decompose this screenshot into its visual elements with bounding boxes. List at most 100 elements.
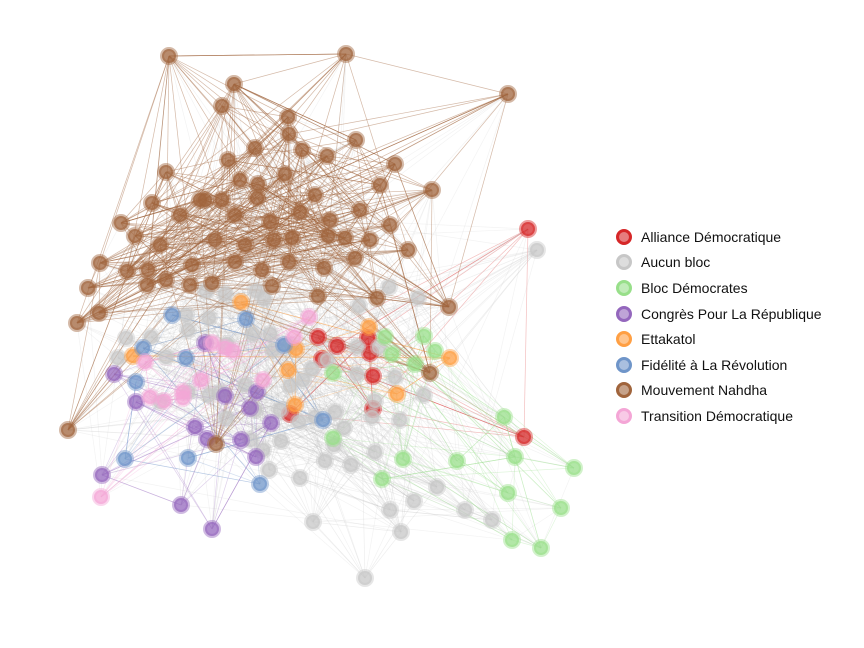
graph-node[interactable]	[356, 569, 374, 587]
graph-node[interactable]	[225, 75, 243, 93]
graph-node[interactable]	[177, 306, 195, 324]
graph-node[interactable]	[174, 383, 192, 401]
graph-node[interactable]	[262, 414, 280, 432]
graph-node[interactable]	[415, 327, 433, 345]
graph-node[interactable]	[142, 328, 160, 346]
graph-node[interactable]	[171, 206, 189, 224]
graph-node[interactable]	[231, 171, 249, 189]
graph-node[interactable]	[177, 349, 195, 367]
graph-node[interactable]	[506, 448, 524, 466]
graph-node[interactable]	[241, 399, 259, 417]
graph-node[interactable]	[290, 413, 308, 431]
graph-node[interactable]	[93, 466, 111, 484]
graph-node[interactable]	[316, 452, 334, 470]
graph-node[interactable]	[495, 408, 513, 426]
graph-node[interactable]	[109, 349, 127, 367]
graph-node[interactable]	[136, 353, 154, 371]
graph-node[interactable]	[272, 432, 290, 450]
graph-node[interactable]	[260, 461, 278, 479]
graph-node[interactable]	[388, 385, 406, 403]
graph-node[interactable]	[415, 386, 433, 404]
graph-node[interactable]	[203, 334, 221, 352]
graph-node[interactable]	[286, 396, 304, 414]
graph-node[interactable]	[528, 241, 546, 259]
graph-node[interactable]	[406, 355, 424, 373]
legend-item-bloc-democrates[interactable]: Bloc Démocrates	[616, 275, 822, 301]
graph-node[interactable]	[503, 531, 521, 549]
graph-node[interactable]	[151, 236, 169, 254]
graph-node[interactable]	[139, 261, 157, 279]
graph-node[interactable]	[309, 287, 327, 305]
graph-node[interactable]	[232, 431, 250, 449]
graph-node[interactable]	[134, 339, 152, 357]
graph-node[interactable]	[244, 325, 262, 343]
graph-node[interactable]	[279, 361, 297, 379]
graph-node[interactable]	[279, 108, 297, 126]
graph-node[interactable]	[360, 318, 378, 336]
graph-node[interactable]	[326, 403, 344, 421]
graph-node[interactable]	[79, 279, 97, 297]
graph-node[interactable]	[261, 325, 279, 343]
graph-node[interactable]	[172, 496, 190, 514]
graph-node[interactable]	[163, 306, 181, 324]
graph-node[interactable]	[383, 345, 401, 363]
graph-node[interactable]	[294, 371, 312, 389]
graph-node[interactable]	[206, 231, 224, 249]
graph-node[interactable]	[565, 459, 583, 477]
graph-node[interactable]	[179, 449, 197, 467]
graph-node[interactable]	[203, 520, 221, 538]
graph-node[interactable]	[186, 418, 204, 436]
graph-node[interactable]	[318, 147, 336, 165]
graph-node[interactable]	[366, 443, 384, 461]
graph-node[interactable]	[348, 365, 366, 383]
graph-node[interactable]	[342, 456, 360, 474]
graph-node[interactable]	[319, 227, 337, 245]
graph-node[interactable]	[117, 329, 135, 347]
graph-node[interactable]	[105, 365, 123, 383]
graph-node[interactable]	[391, 411, 409, 429]
graph-node[interactable]	[309, 328, 327, 346]
graph-node[interactable]	[126, 227, 144, 245]
graph-node[interactable]	[441, 349, 459, 367]
graph-node[interactable]	[336, 229, 354, 247]
graph-node[interactable]	[160, 47, 178, 65]
graph-node[interactable]	[293, 141, 311, 159]
graph-node[interactable]	[373, 470, 391, 488]
graph-node[interactable]	[347, 131, 365, 149]
graph-node[interactable]	[253, 261, 271, 279]
graph-node[interactable]	[499, 484, 517, 502]
graph-node[interactable]	[300, 308, 318, 326]
legend-item-alliance-democratique[interactable]: Alliance Démocratique	[616, 224, 822, 250]
graph-node[interactable]	[392, 523, 410, 541]
graph-node[interactable]	[276, 165, 294, 183]
graph-node[interactable]	[291, 203, 309, 221]
graph-node[interactable]	[386, 368, 404, 386]
graph-node[interactable]	[157, 163, 175, 181]
graph-node[interactable]	[207, 435, 225, 453]
graph-node[interactable]	[217, 409, 235, 427]
graph-node[interactable]	[127, 393, 145, 411]
graph-node[interactable]	[335, 419, 353, 437]
graph-node[interactable]	[68, 314, 86, 332]
graph-node[interactable]	[90, 304, 108, 322]
graph-node[interactable]	[283, 229, 301, 247]
legend-item-mouvement-nahdha[interactable]: Mouvement Nahdha	[616, 378, 822, 404]
graph-node[interactable]	[91, 254, 109, 272]
graph-node[interactable]	[368, 289, 386, 307]
graph-node[interactable]	[376, 328, 394, 346]
graph-node[interactable]	[350, 297, 368, 315]
graph-node[interactable]	[216, 285, 234, 303]
graph-node[interactable]	[281, 377, 299, 395]
graph-node[interactable]	[285, 328, 303, 346]
graph-node[interactable]	[213, 97, 231, 115]
graph-node[interactable]	[116, 450, 134, 468]
graph-node[interactable]	[280, 253, 298, 271]
graph-node[interactable]	[261, 213, 279, 231]
graph-node[interactable]	[318, 351, 336, 369]
graph-node[interactable]	[346, 249, 364, 267]
legend-item-transition-democratique[interactable]: Transition Démocratique	[616, 403, 822, 429]
legend-item-ettakatol[interactable]: Ettakatol	[616, 326, 822, 352]
graph-node[interactable]	[271, 401, 289, 419]
graph-node[interactable]	[59, 421, 77, 439]
graph-node[interactable]	[306, 186, 324, 204]
